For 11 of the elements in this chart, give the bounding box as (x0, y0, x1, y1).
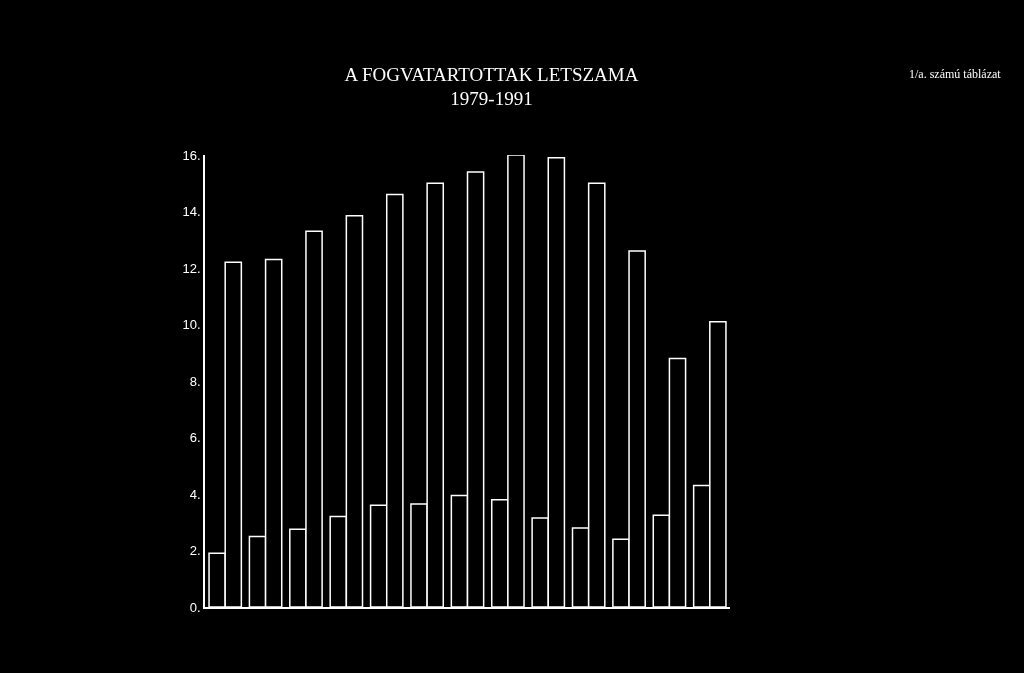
y-tick-label: 2. (189, 543, 201, 559)
y-tick-label: 10. (182, 317, 201, 333)
y-tick-label: 6. (189, 430, 201, 446)
y-tick-label: 12. (182, 260, 201, 276)
chart-title: A FOGVATARTOTTAK LETSZAMA 1979-1991 (344, 63, 639, 110)
y-tick-label: 0. (189, 599, 201, 615)
y-tick-label: 14. (182, 204, 201, 220)
text: 1/a. számú táblázat (909, 67, 1002, 81)
y-tick-label: 8. (189, 373, 201, 389)
y-tick-label: 4. (189, 486, 201, 502)
y-tick-label: 16. (182, 147, 201, 163)
